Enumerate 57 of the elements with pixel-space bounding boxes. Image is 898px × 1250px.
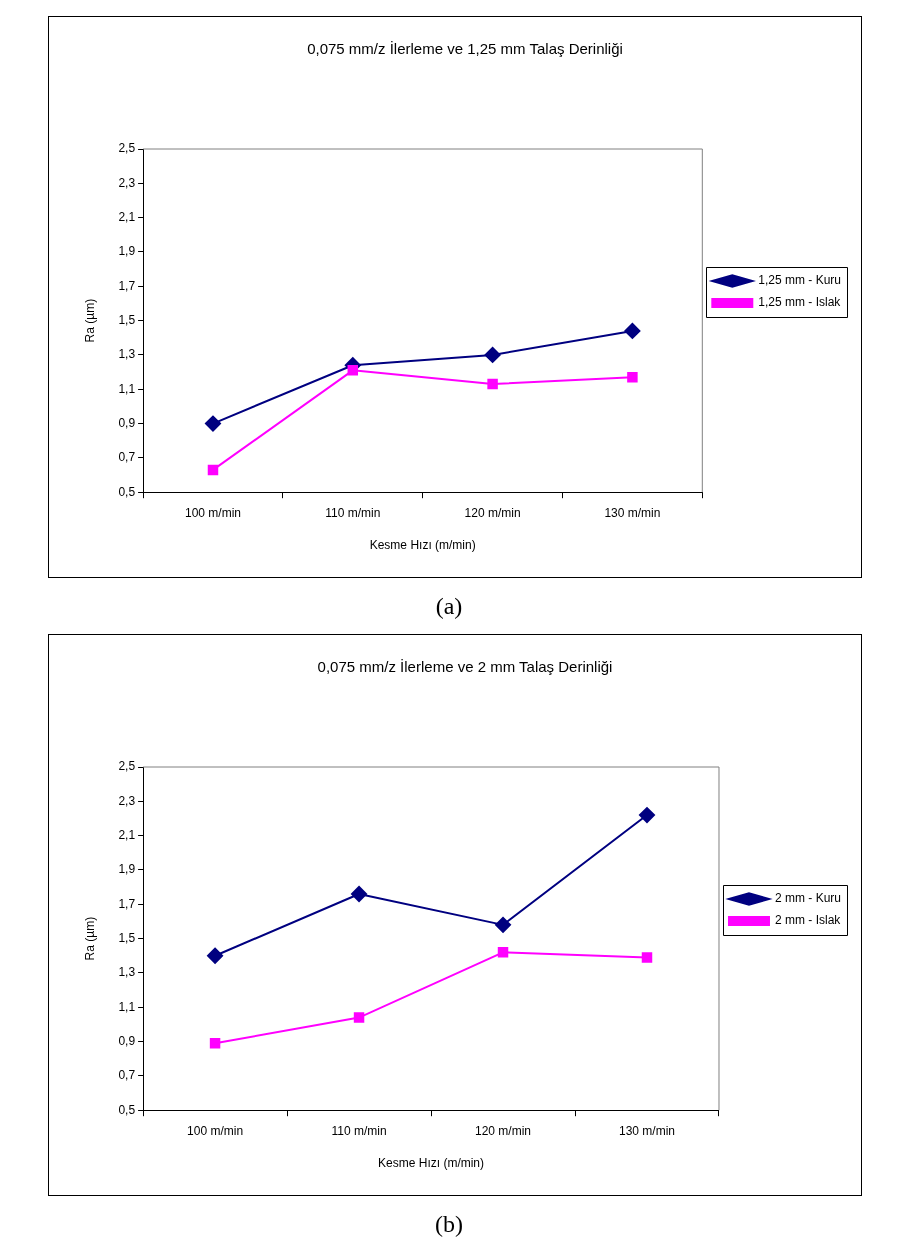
point xyxy=(495,916,512,933)
y-tick-label: 1,3 xyxy=(118,965,136,980)
y-tick-label: 1,7 xyxy=(118,896,136,911)
legend-label: 1,25 mm - Islak xyxy=(758,295,842,310)
y-axis-title: Ra (µm) xyxy=(82,916,97,961)
y-tick-label: 1,5 xyxy=(118,312,136,327)
y-tick-label: 1,9 xyxy=(118,862,136,877)
point xyxy=(207,947,224,964)
x-tick-label: 110 m/min xyxy=(331,1123,387,1138)
point xyxy=(497,947,509,958)
x-tick-label: 110 m/min xyxy=(325,505,381,520)
point xyxy=(347,365,359,376)
legend-label: 1,25 mm - Kuru xyxy=(758,273,842,288)
point xyxy=(627,371,638,383)
y-tick-label: 1,7 xyxy=(118,278,136,293)
point xyxy=(204,415,221,432)
x-tick-label: 130 m/min xyxy=(618,1123,676,1138)
point xyxy=(487,378,498,390)
point xyxy=(639,807,655,824)
y-tick-label: 2,3 xyxy=(118,175,136,190)
y-tick-label: 1,1 xyxy=(118,381,136,396)
x-tick-label: 120 m/min xyxy=(464,505,521,520)
y-tick-label: 2,3 xyxy=(118,793,136,808)
y-tick-label: 1,1 xyxy=(118,999,136,1014)
y-tick-label: 0,5 xyxy=(118,1102,136,1117)
y-tick-label: 1,9 xyxy=(118,244,136,259)
legend-label: 2 mm - Kuru xyxy=(774,891,841,906)
text: (b) xyxy=(434,1210,464,1239)
point xyxy=(209,1038,221,1049)
point xyxy=(351,885,368,902)
y-tick-label: 0,7 xyxy=(118,1068,136,1083)
x-tick-label: 120 m/min xyxy=(475,1123,532,1138)
y-tick-label: 2,1 xyxy=(118,209,136,224)
x-tick-label: 100 m/min xyxy=(184,505,241,520)
legend-label: 2 mm - Islak xyxy=(774,913,842,928)
y-tick-label: 0,9 xyxy=(118,415,136,430)
y-tick-label: 1,5 xyxy=(118,930,136,945)
x-tick-label: 100 m/min xyxy=(187,1123,244,1138)
y-tick-label: 0,9 xyxy=(118,1033,136,1048)
point xyxy=(353,1012,365,1023)
text: (a) xyxy=(434,592,464,621)
chart-title: 0,075 mm/z İlerleme ve 2 mm Talaş Derinliği xyxy=(317,658,613,676)
y-tick-label: 2,1 xyxy=(118,827,136,842)
point xyxy=(641,952,653,963)
y-axis-title: Ra (µm) xyxy=(82,298,97,343)
point xyxy=(484,346,501,363)
x-tick-label: 130 m/min xyxy=(604,505,661,520)
x-axis-title: Kesme Hızı (m/min) xyxy=(369,538,476,553)
y-tick-label: 1,3 xyxy=(118,347,136,362)
y-tick-label: 0,7 xyxy=(118,450,136,465)
y-tick-label: 2,5 xyxy=(118,141,136,156)
y-tick-label: 0,5 xyxy=(118,484,136,499)
point xyxy=(207,464,219,476)
chart-title: 0,075 mm/z İlerleme ve 1,25 mm Talaş Derinliği xyxy=(307,40,623,58)
y-tick-label: 2,5 xyxy=(118,759,136,774)
x-axis-title: Kesme Hızı (m/min) xyxy=(378,1156,485,1171)
point xyxy=(624,322,641,339)
